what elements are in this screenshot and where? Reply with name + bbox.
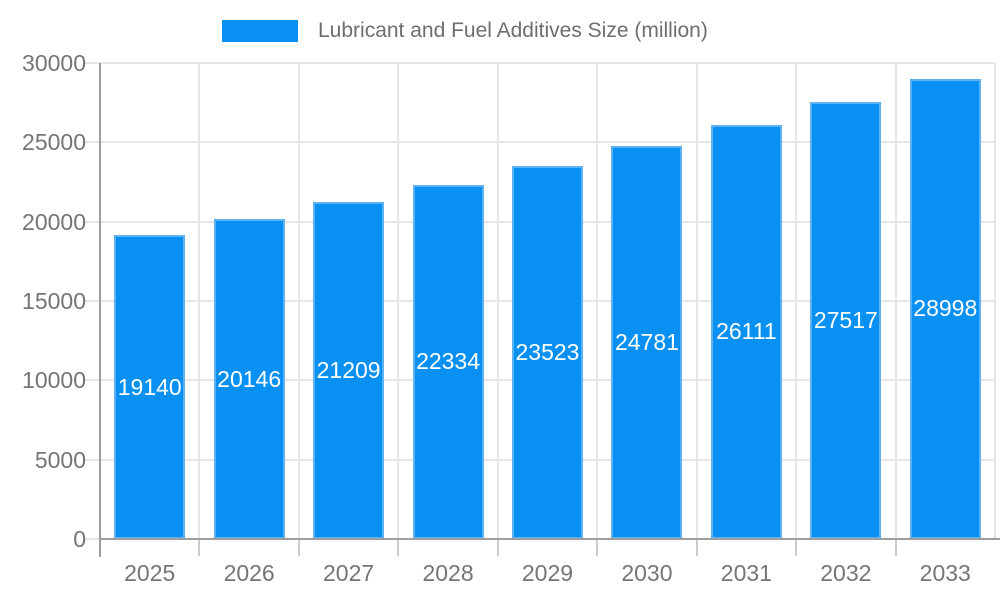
y-axis-line [99, 63, 101, 557]
bar-2032[interactable]: 27517 [810, 102, 882, 539]
y-axis-tick-label: 20000 [22, 208, 86, 235]
h-gridline [100, 62, 995, 64]
x-tick [695, 539, 698, 556]
x-tick [198, 539, 201, 556]
bar-value-label: 27517 [813, 307, 878, 334]
y-axis-tick-label: 0 [73, 526, 86, 552]
y-tick [85, 141, 100, 144]
h-gridline [100, 141, 995, 144]
v-gridline [695, 63, 698, 539]
bar-2026[interactable]: 20146 [213, 219, 285, 539]
bar-2025[interactable]: 19140 [114, 235, 186, 539]
x-axis-tick-label: 2027 [323, 560, 375, 586]
x-axis-tick-label: 2026 [223, 560, 275, 586]
legend-label: Lubricant and Fuel Additives Size (milli… [318, 19, 708, 42]
legend-swatch [222, 20, 298, 42]
x-axis-tick-label: 2029 [521, 560, 574, 586]
bar-value-label: 28998 [913, 295, 978, 322]
bar-value-label: 22334 [416, 348, 481, 375]
v-gridline [596, 63, 599, 539]
x-tick [297, 539, 300, 556]
bar-2027[interactable]: 21209 [313, 202, 385, 539]
bar-value-label: 26111 [716, 318, 777, 345]
y-axis-tick-label: 5000 [34, 446, 86, 473]
bar-value-label: 24781 [614, 328, 679, 355]
x-axis-tick-label: 2025 [124, 560, 176, 586]
x-tick [894, 539, 897, 556]
x-tick [795, 539, 798, 556]
y-tick [85, 62, 100, 64]
x-axis-line [100, 538, 1000, 540]
y-tick [85, 538, 100, 540]
v-gridline [795, 63, 798, 539]
v-gridline [894, 63, 897, 539]
y-axis-tick-label: 10000 [22, 367, 86, 394]
legend: Lubricant and Fuel Additives Size (milli… [222, 20, 708, 42]
bar-value-label: 19140 [117, 373, 182, 400]
v-gridline [994, 63, 996, 539]
plot-area: 19140 20146 21209 22334 23523 24781 26111 27517… [85, 62, 1000, 557]
bar-2033[interactable]: 28998 [909, 78, 981, 539]
bar-2030[interactable]: 24781 [611, 145, 683, 539]
x-tick [397, 539, 400, 556]
y-tick [85, 220, 100, 223]
v-gridline [397, 63, 400, 539]
x-axis-tick-label: 2030 [621, 560, 673, 586]
y-tick [85, 458, 100, 461]
x-axis-tick-label: 2032 [820, 560, 872, 586]
bar-value-label: 23523 [515, 338, 580, 365]
x-axis-tick-label: 2028 [422, 560, 474, 586]
x-axis-tick-label: 2033 [919, 560, 971, 586]
bar-value-label: 21209 [316, 357, 381, 384]
bar-value-label: 20146 [217, 365, 282, 392]
bar-2029[interactable]: 23523 [512, 165, 583, 539]
x-tick [496, 539, 499, 556]
v-gridline [198, 63, 201, 539]
x-tick [596, 539, 599, 556]
bar-2031[interactable]: 26111 [710, 124, 782, 539]
y-axis-tick-label: 15000 [22, 288, 86, 314]
v-gridline [297, 63, 300, 539]
v-gridline [496, 63, 499, 539]
y-tick [85, 300, 100, 302]
x-axis-tick-label: 2031 [720, 560, 772, 586]
bar-2028[interactable]: 22334 [412, 184, 484, 539]
y-axis-tick-label: 25000 [22, 129, 86, 156]
y-tick [85, 379, 100, 382]
y-axis-tick-label: 30000 [22, 50, 86, 76]
